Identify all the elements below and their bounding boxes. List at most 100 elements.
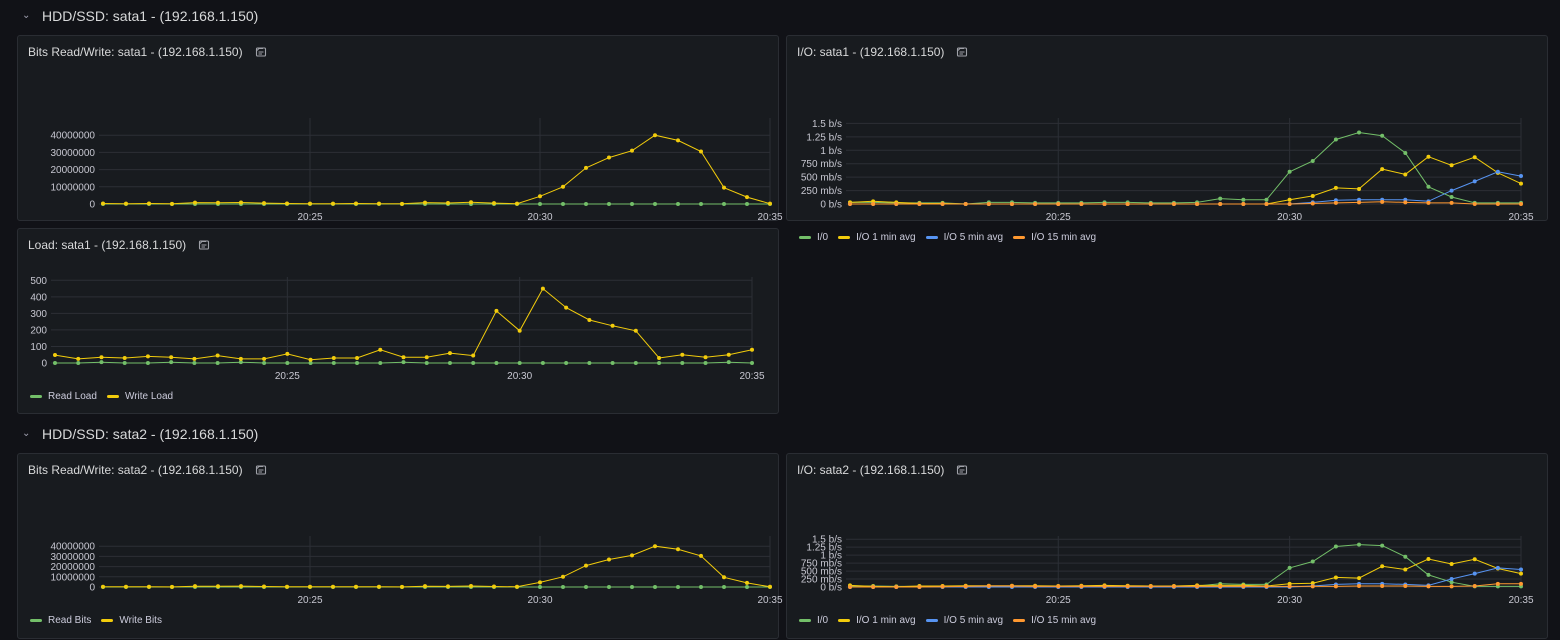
data-point bbox=[699, 585, 703, 589]
panel-info-icon[interactable] bbox=[198, 239, 210, 251]
data-point bbox=[1357, 576, 1362, 581]
data-point bbox=[1171, 584, 1176, 589]
legend-label: Write Load bbox=[124, 391, 174, 402]
y-tick-label: 10000000 bbox=[51, 572, 96, 583]
panel-bits-sata2[interactable]: Bits Read/Write: sata2 - (192.168.1.150)… bbox=[17, 453, 783, 639]
data-point bbox=[1449, 584, 1454, 589]
data-point bbox=[1495, 202, 1500, 206]
data-point bbox=[216, 200, 220, 205]
panel-info-icon[interactable] bbox=[956, 46, 968, 58]
legend-item[interactable]: Write Load bbox=[106, 391, 174, 402]
y-tick-label: 500 mb/s bbox=[801, 567, 842, 578]
x-tick-label: 20:25 bbox=[297, 595, 322, 606]
data-point bbox=[1519, 581, 1523, 586]
legend-item[interactable]: I/O 1 min avg bbox=[838, 232, 916, 243]
data-point bbox=[1449, 580, 1454, 585]
data-point bbox=[564, 361, 569, 365]
data-point bbox=[447, 351, 452, 356]
data-point bbox=[1472, 557, 1477, 562]
chart-legend: I/0 I/O 1 min avg I/O 5 min avg I/O 15 min … bbox=[799, 615, 1096, 626]
legend-label: I/O 15 min avg bbox=[1031, 232, 1097, 243]
legend-item[interactable]: Write Bits bbox=[101, 615, 162, 626]
panel-title[interactable]: Bits Read/Write: sata2 - (192.168.1.150) bbox=[28, 463, 267, 477]
x-tick-label: 20:30 bbox=[527, 595, 552, 606]
data-point bbox=[584, 585, 588, 589]
data-point bbox=[492, 584, 496, 589]
data-point bbox=[1218, 196, 1223, 201]
legend-item[interactable]: I/O 15 min avg bbox=[1013, 232, 1096, 243]
data-point bbox=[750, 361, 754, 365]
data-point bbox=[1357, 542, 1362, 547]
data-point bbox=[894, 202, 899, 206]
legend-item[interactable]: I/0 bbox=[799, 232, 828, 243]
data-point bbox=[699, 202, 703, 206]
data-point bbox=[215, 361, 220, 365]
data-point bbox=[76, 356, 81, 361]
panel-title[interactable]: I/O: sata2 - (192.168.1.150) bbox=[797, 463, 968, 477]
data-point bbox=[940, 202, 945, 206]
legend-item[interactable]: I/O 5 min avg bbox=[925, 232, 1004, 243]
panel-info-icon[interactable] bbox=[956, 464, 968, 476]
x-tick-label: 20:25 bbox=[1046, 212, 1071, 223]
data-point bbox=[331, 584, 335, 589]
data-point bbox=[1241, 584, 1246, 589]
row-header-sata1[interactable]: ⌄ HDD/SSD: sata1 - (192.168.1.150) bbox=[22, 6, 258, 26]
data-point bbox=[378, 361, 383, 365]
data-point bbox=[561, 574, 565, 579]
panel-title[interactable]: Bits Read/Write: sata1 - (192.168.1.150) bbox=[28, 45, 267, 59]
legend-item[interactable]: I/0 bbox=[799, 615, 828, 626]
legend-item[interactable]: Read Bits bbox=[30, 615, 91, 626]
data-point bbox=[308, 357, 313, 362]
panel-io-sata1[interactable]: I/O: sata1 - (192.168.1.150) 0 b/s 250 mb/… bbox=[786, 35, 1548, 243]
data-point bbox=[53, 353, 57, 358]
data-point bbox=[538, 580, 542, 585]
data-point bbox=[1449, 188, 1454, 193]
data-point bbox=[1310, 159, 1315, 163]
panel-io-sata2[interactable]: I/O: sata2 - (192.168.1.150) 0 b/s 250 mb/… bbox=[786, 453, 1548, 639]
legend-swatch bbox=[106, 395, 119, 398]
row-header-sata2[interactable]: ⌄ HDD/SSD: sata2 - (192.168.1.150) bbox=[22, 424, 258, 444]
chevron-down-icon[interactable]: ⌄ bbox=[22, 427, 31, 439]
data-point bbox=[308, 584, 312, 589]
panel-title[interactable]: Load: sata1 - (192.168.1.150) bbox=[28, 238, 210, 252]
data-point bbox=[1449, 195, 1454, 200]
legend-item[interactable]: I/O 1 min avg bbox=[838, 615, 916, 626]
chevron-down-icon[interactable]: ⌄ bbox=[22, 9, 31, 21]
data-point bbox=[169, 355, 174, 360]
legend-item[interactable]: Read Load bbox=[30, 391, 97, 402]
data-point bbox=[768, 201, 772, 206]
legend-swatch bbox=[799, 236, 811, 239]
panel-bits-sata1[interactable]: Bits Read/Write: sata1 - (192.168.1.150)… bbox=[17, 35, 783, 243]
data-point bbox=[564, 305, 569, 310]
data-point bbox=[193, 200, 197, 205]
legend-item[interactable]: I/O 5 min avg bbox=[925, 615, 1003, 626]
data-point bbox=[1310, 193, 1315, 198]
panel-info-icon[interactable] bbox=[255, 46, 267, 58]
data-point bbox=[99, 355, 104, 360]
data-point bbox=[1426, 572, 1431, 577]
data-point bbox=[1357, 200, 1362, 205]
data-point bbox=[630, 553, 634, 558]
data-point bbox=[1472, 155, 1477, 160]
panel-info-icon[interactable] bbox=[255, 464, 267, 476]
y-tick-label: 200 bbox=[30, 325, 47, 336]
data-point bbox=[1218, 584, 1223, 589]
legend-swatch bbox=[838, 619, 851, 622]
data-point bbox=[1310, 581, 1315, 586]
data-point bbox=[122, 361, 127, 365]
data-point bbox=[1380, 167, 1385, 172]
panel-title-text: Bits Read/Write: sata2 - (192.168.1.150) bbox=[28, 463, 243, 477]
legend-label: Read Load bbox=[48, 391, 97, 402]
y-tick-label: 1.25 b/s bbox=[806, 132, 842, 143]
legend-label: Write Bits bbox=[119, 615, 162, 626]
legend-label: I/O 5 min avg bbox=[943, 232, 1004, 243]
data-point bbox=[745, 585, 749, 589]
data-point bbox=[607, 202, 611, 206]
panel-title[interactable]: I/O: sata1 - (192.168.1.150) bbox=[797, 45, 968, 59]
panel-load-sata1[interactable]: Load: sata1 - (192.168.1.150) 0 100 200 300 4… bbox=[17, 228, 779, 414]
data-point bbox=[894, 585, 899, 589]
legend-label: I/0 bbox=[817, 232, 829, 243]
data-point bbox=[630, 148, 634, 153]
legend-item[interactable]: I/O 15 min avg bbox=[1013, 615, 1096, 626]
data-point bbox=[584, 202, 588, 206]
